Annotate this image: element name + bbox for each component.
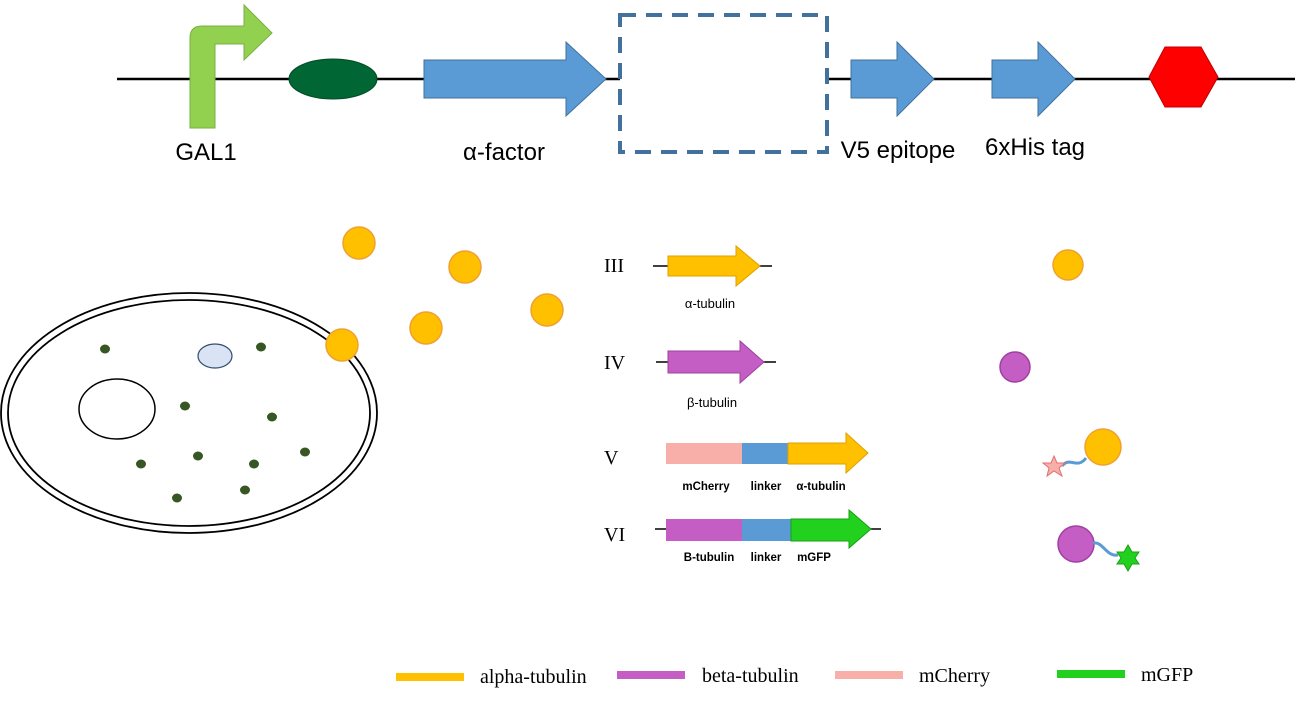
nucleus [78,378,156,440]
construct-v-numeral: V [604,447,619,469]
terminator-hexagon [1148,46,1219,108]
organelle-dots [100,342,310,503]
alpha-tubulin-circle [530,293,564,327]
v5-epitope-label: V5 epitope [841,137,956,164]
alpha-tubulin-gene-label: α-tubulin [685,296,735,311]
construct-iii-numeral: III [604,255,624,277]
alpha-tubulin-protein [1052,249,1084,281]
alpha-tubulin-circle [448,250,482,284]
insert-dashed-box [618,13,829,154]
gal1-label: GAL1 [175,139,236,166]
beta-tubulin-segment [666,519,742,541]
mgfp-segment-arrow [790,508,872,550]
organelle-dot [267,412,277,422]
legend-label-mgfp: mGFP [1141,664,1193,686]
legend-swatch-beta-tubulin [617,671,685,679]
alpha-tubulin-segment-label: α-tubulin [796,481,845,493]
linker-segment-vi [742,519,791,541]
organelle-dot [240,485,250,495]
alpha-tubulin-fusion-protein [1084,428,1122,466]
alpha-factor-label: α-factor [463,139,545,166]
alpha-tubulin-circle [409,311,443,345]
alpha-tubulin-gene-arrow [667,244,761,288]
fusion-linker-tail [1060,456,1088,468]
protein-products [999,249,1140,573]
legend-label-alpha-tubulin: alpha-tubulin [480,666,587,688]
organelle-dot [300,447,310,457]
alpha-tubulin-segment-arrow [787,431,869,475]
legend-swatch-mcherry [835,671,903,679]
organelle-dot [180,401,190,411]
fusion-linker-tail-gfp [1092,541,1119,557]
yeast-cell [0,292,378,534]
alpha-tubulin-circle [342,226,376,260]
vacuole [197,343,233,369]
alpha-factor-arrow [423,40,607,118]
organelle-dot [256,342,266,352]
beta-tubulin-protein [999,351,1031,383]
gene-constructs: III α-tubulin IV β-tubulin V mCherry lin… [604,244,881,564]
alpha-tubulin-circle [325,328,359,362]
mgfp-segment-label: mGFP [797,552,831,564]
legend-swatch-alpha-tubulin [396,673,464,681]
legend-label-beta-tubulin: beta-tubulin [702,665,799,687]
construct-iv-numeral: IV [604,352,626,374]
mgfp-star-icon [1116,543,1140,573]
cell-wall-outer [0,292,378,534]
organelle-dot [193,451,203,461]
gal1-promoter-arrow [189,3,273,129]
linker-segment-label: linker [751,481,782,493]
mcherry-segment-label: mCherry [682,481,730,493]
v5-epitope-arrow [850,40,935,118]
organelle-dot [100,344,110,354]
cell-wall-inner [7,299,371,527]
beta-tubulin-gene-label: β-tubulin [687,395,737,410]
linker-segment-vi-label: linker [751,552,782,564]
construct-vi-numeral: VI [604,524,625,546]
mcherry-star-icon [1041,454,1067,478]
legend-swatch-mgfp [1057,670,1125,678]
beta-tubulin-fusion-protein [1057,525,1095,563]
linker-segment [742,443,788,464]
organelle-dot [249,459,259,469]
his-tag-arrow [991,40,1076,118]
his-tag-label: 6xHis tag [985,134,1085,161]
organelle-dot [172,493,182,503]
organelle-dot [136,459,146,469]
legend: alpha-tubulin beta-tubulin mCherry mGFP [396,664,1193,688]
secreted-proteins [325,226,564,362]
rbs-oval [288,58,378,100]
mcherry-segment [666,443,742,464]
beta-tubulin-gene-arrow [667,339,765,385]
b-tubulin-segment-label: B-tubulin [684,552,734,564]
legend-label-mcherry: mCherry [919,665,990,687]
construct-map: GAL1 α-factor V5 epitope 6xHis tag [117,3,1295,166]
